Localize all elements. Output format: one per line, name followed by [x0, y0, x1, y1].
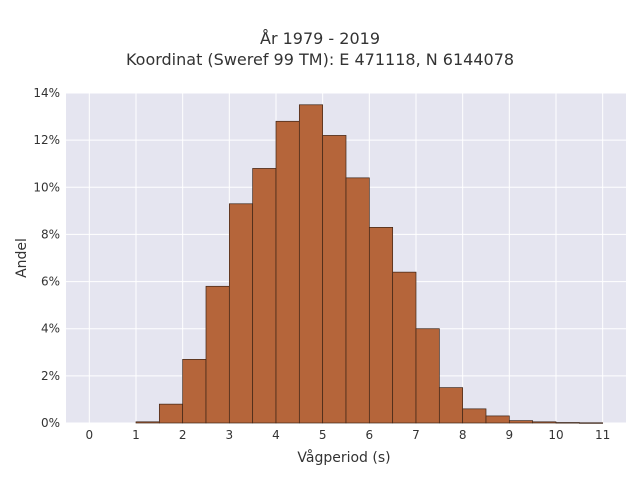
histogram-bar [345, 177, 370, 424]
y-tick-label: 0% [41, 416, 60, 430]
histogram-bar [205, 285, 230, 424]
y-tick-label: 14% [33, 86, 60, 100]
y-tick-label: 6% [41, 275, 60, 289]
x-tick-label: 0 [86, 428, 94, 442]
x-tick-label: 2 [179, 428, 187, 442]
bars [135, 104, 604, 424]
x-tick-label: 11 [595, 428, 610, 442]
chart-title-line-1: År 1979 - 2019 [260, 29, 380, 48]
histogram-bar [485, 415, 510, 424]
y-tick-label: 8% [41, 227, 60, 241]
y-axis-label: Andel [14, 238, 30, 278]
histogram-bar [298, 104, 324, 424]
y-axis-ticks: 0% 2% 4% 6% 8% 10% 12% 14% [33, 86, 60, 430]
histogram-bar [438, 387, 464, 424]
histogram-bar [275, 120, 300, 424]
x-tick-label: 1 [132, 428, 140, 442]
histogram-bar [532, 421, 557, 424]
histogram-bar [368, 227, 394, 424]
x-axis-label: Vågperiod (s) [297, 449, 390, 466]
histogram-bar [228, 203, 254, 424]
histogram-bar [578, 422, 604, 424]
x-tick-label: 6 [366, 428, 374, 442]
histogram-bar [252, 168, 277, 424]
x-tick-label: 7 [412, 428, 420, 442]
histogram-bar [462, 408, 487, 424]
y-tick-label: 4% [41, 322, 60, 336]
histogram-bar [182, 359, 207, 424]
chart-title-line-2: Koordinat (Sweref 99 TM): E 471118, N 61… [125, 50, 515, 69]
x-tick-label: 9 [506, 428, 514, 442]
histogram-bar [322, 135, 347, 424]
y-tick-label: 2% [41, 369, 60, 383]
x-tick-label: 10 [548, 428, 563, 442]
histogram-bar [508, 420, 534, 424]
x-tick-label: 4 [272, 428, 280, 442]
y-tick-label: 12% [33, 133, 60, 147]
x-tick-label: 8 [459, 428, 467, 442]
histogram-bar [392, 271, 417, 424]
x-axis-ticks: 0 1 2 3 4 5 6 7 8 9 10 11 [86, 428, 611, 442]
histogram-bar [135, 421, 160, 424]
x-tick-label: 3 [226, 428, 234, 442]
histogram-bar [158, 403, 184, 424]
histogram-bar [555, 422, 580, 424]
x-tick-label: 5 [319, 428, 327, 442]
y-tick-label: 10% [33, 180, 60, 194]
histogram-bar [415, 328, 440, 424]
